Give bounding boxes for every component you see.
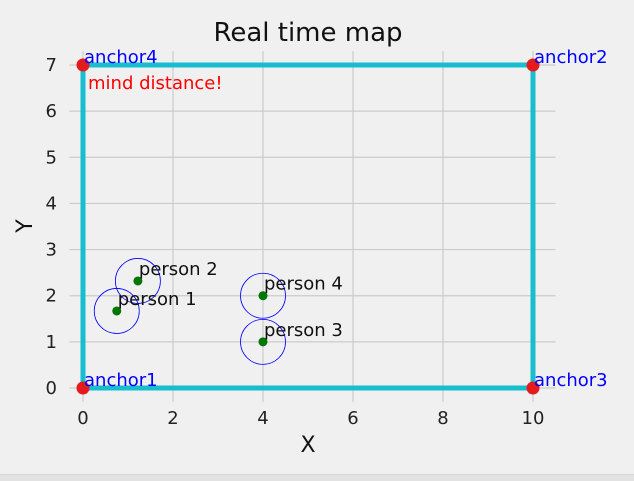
y-tick-label: 1	[46, 332, 57, 353]
person-label: person 3	[264, 320, 343, 341]
x-tick-label: 10	[522, 408, 545, 429]
y-tick-label: 6	[46, 101, 57, 122]
person-marker	[258, 291, 268, 301]
x-tick-label: 2	[167, 408, 178, 429]
anchor-marker	[526, 381, 540, 395]
person-label: person 1	[118, 289, 197, 310]
x-tick-label: 6	[347, 408, 358, 429]
y-tick-label: 0	[46, 378, 57, 399]
y-tick-label: 3	[46, 240, 57, 261]
y-tick-label: 5	[46, 147, 57, 168]
y-tick-label: 2	[46, 286, 57, 307]
person-label: person 2	[139, 259, 218, 280]
person-label: person 4	[264, 274, 343, 295]
window-bottom-bar	[0, 474, 634, 481]
axis-ticks: 0 2 4 6 8 10 0 1 2 3 4 5 6 7	[46, 55, 545, 429]
distance-circle	[114, 258, 161, 304]
x-tick-label: 0	[77, 408, 88, 429]
distance-circle	[240, 272, 286, 319]
anchor-marker	[76, 58, 90, 72]
anchor-marker	[76, 381, 90, 395]
anchor-label: anchor4	[84, 47, 158, 68]
anchor-label: anchor1	[84, 370, 158, 391]
persons: person 1 person 2 person 3 person 4	[112, 259, 343, 347]
anchors: anchor1 anchor2 anchor3 anchor4	[76, 47, 608, 395]
distance-circle	[240, 318, 286, 365]
chart-title: Real time map	[213, 18, 402, 48]
anchor-marker	[526, 58, 540, 72]
distance-circles	[93, 258, 286, 365]
y-axis-label: Y	[13, 219, 38, 234]
y-tick-label: 7	[46, 55, 57, 76]
grid	[69, 51, 556, 402]
x-axis-label: X	[300, 433, 315, 458]
anchor-label: anchor3	[534, 370, 608, 391]
y-tick-label: 4	[46, 193, 57, 214]
x-tick-label: 8	[437, 408, 448, 429]
person-marker	[112, 306, 122, 316]
warning-annotation: mind distance!	[88, 73, 223, 94]
x-tick-label: 4	[257, 408, 268, 429]
person-marker	[133, 276, 143, 286]
anchor-label: anchor2	[534, 47, 608, 68]
person-marker	[258, 337, 268, 347]
